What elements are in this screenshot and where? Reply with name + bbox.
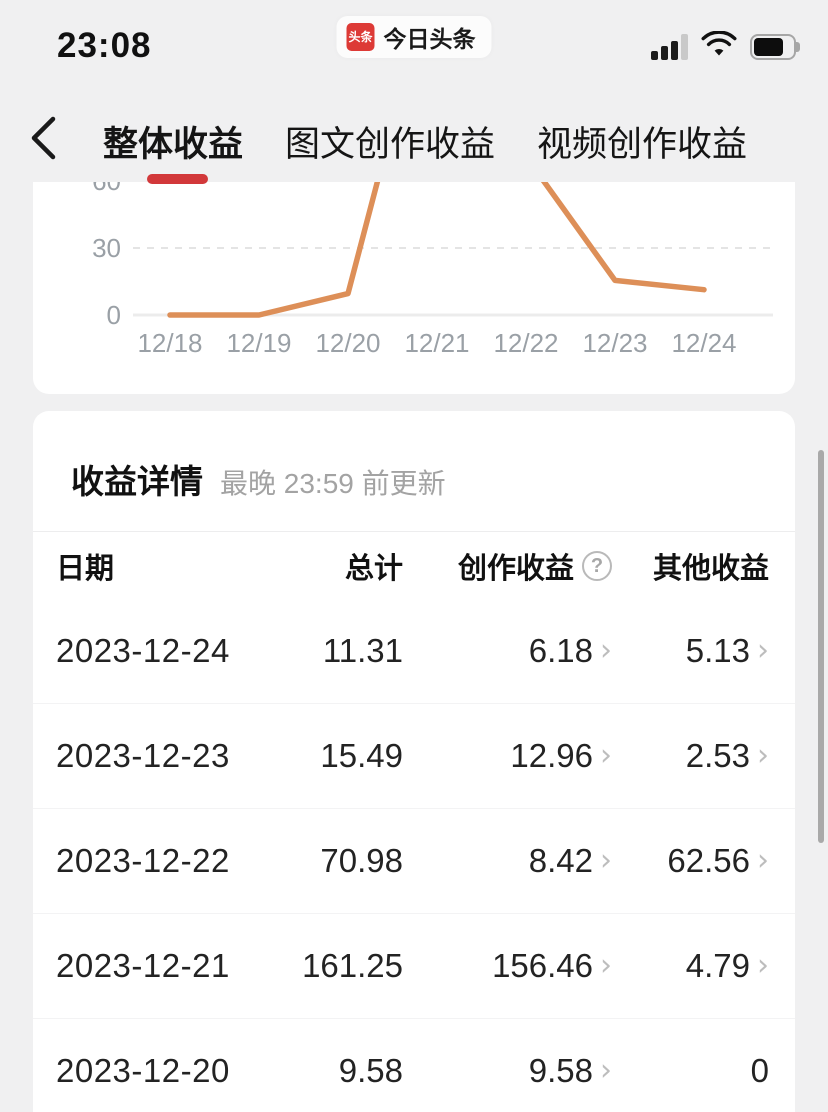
row-date: 2023-12-23 — [56, 737, 273, 775]
row-other-income[interactable]: 5.13 › — [612, 632, 769, 670]
row-other-income[interactable]: 62.56 › — [612, 842, 769, 880]
status-time: 23:08 — [57, 26, 152, 65]
back-button[interactable] — [28, 116, 68, 164]
row-creation-income-value: 9.58 — [528, 1052, 593, 1089]
status-icons — [651, 30, 800, 64]
tab-bar: 整体收益 图文创作收益 视频创作收益 — [103, 112, 747, 170]
wifi-icon — [701, 30, 737, 64]
x-axis-tick: 12/20 — [315, 328, 380, 358]
revenue-chart-card: 0 30 60 12/18 12/19 12/20 12/21 12/22 12/23 12/24 — [33, 182, 795, 394]
app-header: 23:08 头条 今日头条 整体收益 图文创作收益 视频创作收益 — [0, 0, 828, 184]
chevron-left-icon — [28, 115, 58, 166]
row-other-income[interactable]: 4.79 › — [612, 947, 769, 985]
signal-icon — [651, 34, 688, 60]
row-creation-income[interactable]: 6.18 › — [403, 632, 612, 670]
row-other-income-value: 4.79 — [685, 947, 750, 984]
row-creation-income[interactable]: 8.42 › — [403, 842, 612, 880]
table-row: 2023-12-20 9.58 9.58 › 0 — [33, 1019, 795, 1112]
row-creation-income[interactable]: 156.46 › — [403, 947, 612, 985]
table-row: 2023-12-22 70.98 8.42 › 62.56 › — [33, 809, 795, 914]
row-total-value: 15.49 — [320, 737, 403, 774]
row-other-income-value: 0 — [750, 1052, 769, 1089]
row-total-value: 70.98 — [320, 842, 403, 879]
row-creation-income[interactable]: 12.96 › — [403, 737, 612, 775]
row-creation-income-value: 8.42 — [528, 842, 593, 879]
details-update-note: 最晚 23:59 前更新 — [220, 468, 446, 499]
row-total: 70.98 — [273, 842, 403, 880]
chevron-right-icon: › — [757, 948, 769, 983]
row-other-income-value: 2.53 — [685, 737, 750, 774]
chevron-right-icon: › — [757, 843, 769, 878]
chevron-right-icon: › — [757, 738, 769, 773]
row-total: 11.31 — [273, 632, 403, 670]
row-creation-income[interactable]: 9.58 › — [403, 1052, 612, 1090]
row-total: 9.58 — [273, 1052, 403, 1090]
x-axis-tick: 12/18 — [137, 328, 202, 358]
column-header-date: 日期 — [56, 552, 115, 585]
table-row: 2023-12-21 161.25 156.46 › 4.79 › — [33, 914, 795, 1019]
chevron-right-icon: › — [757, 633, 769, 668]
y-axis-tick: 0 — [107, 300, 121, 330]
row-other-income[interactable]: 2.53 › — [612, 737, 769, 775]
tab-0-active[interactable]: 整体收益 — [103, 124, 244, 164]
row-creation-income-value: 6.18 — [528, 632, 593, 669]
app-name: 今日头条 — [383, 26, 476, 52]
scrollbar-thumb[interactable] — [818, 450, 824, 843]
tab-2[interactable]: 视频创作收益 — [537, 124, 748, 164]
row-creation-income-value: 12.96 — [510, 737, 593, 774]
chevron-right-icon: › — [600, 843, 612, 878]
y-axis-tick: 60 — [92, 182, 121, 196]
active-tab-underline — [147, 174, 208, 184]
row-total-value: 161.25 — [302, 947, 403, 984]
row-other-income: 0 — [612, 1052, 769, 1090]
row-date-value: 2023-12-22 — [56, 842, 230, 879]
details-title: 收益详情 — [71, 463, 203, 500]
x-axis-tick: 12/21 — [404, 328, 469, 358]
toutiao-logo-icon: 头条 — [346, 23, 375, 51]
row-date: 2023-12-24 — [56, 632, 273, 670]
row-date-value: 2023-12-20 — [56, 1052, 230, 1089]
app-badge-pill[interactable]: 头条 今日头条 — [336, 16, 492, 58]
x-axis-tick: 12/22 — [493, 328, 558, 358]
row-total: 161.25 — [273, 947, 403, 985]
table-body: 2023-12-24 11.31 6.18 › 5.13 › 2023-12-23 15.49… — [33, 599, 795, 1112]
row-total: 15.49 — [273, 737, 403, 775]
nav-bar: 整体收益 图文创作收益 视频创作收益 — [0, 112, 828, 170]
x-axis-tick: 12/24 — [671, 328, 736, 358]
row-creation-income-value: 156.46 — [492, 947, 593, 984]
chart-line-total-revenue — [167, 182, 707, 318]
chevron-right-icon: › — [600, 738, 612, 773]
row-other-income-value: 5.13 — [685, 632, 750, 669]
battery-icon — [750, 34, 800, 60]
help-question-icon[interactable]: ? — [582, 550, 612, 581]
chevron-right-icon: › — [600, 633, 612, 668]
row-date-value: 2023-12-21 — [56, 947, 230, 984]
tab-1[interactable]: 图文创作收益 — [285, 124, 496, 164]
chevron-right-icon: › — [600, 1053, 612, 1088]
column-header-creation: 创作收益 ? — [403, 545, 612, 587]
row-date: 2023-12-21 — [56, 947, 273, 985]
y-axis-tick: 30 — [92, 233, 121, 263]
row-date: 2023-12-22 — [56, 842, 273, 880]
revenue-line-chart[interactable]: 0 30 60 12/18 12/19 12/20 12/21 12/22 12/23 12/24 — [33, 182, 795, 394]
row-date: 2023-12-20 — [56, 1052, 273, 1090]
table-row: 2023-12-24 11.31 6.18 › 5.13 › — [33, 599, 795, 704]
table-header-row: 日期 总计 创作收益 ? 其他收益 — [33, 532, 795, 599]
column-header-other: 其他收益 — [652, 552, 769, 585]
x-axis-tick: 12/19 — [226, 328, 291, 358]
row-total-value: 11.31 — [322, 632, 403, 669]
chevron-right-icon: › — [600, 948, 612, 983]
divider — [33, 531, 795, 532]
row-other-income-value: 62.56 — [667, 842, 750, 879]
row-date-value: 2023-12-23 — [56, 737, 230, 774]
row-date-value: 2023-12-24 — [56, 632, 230, 669]
column-header-total: 总计 — [344, 552, 403, 585]
table-row: 2023-12-23 15.49 12.96 › 2.53 › — [33, 704, 795, 809]
row-total-value: 9.58 — [338, 1052, 403, 1089]
revenue-details-card: 收益详情 最晚 23:59 前更新 日期 总计 创作收益 ? 其他收益 2023… — [33, 411, 795, 1112]
x-axis-tick: 12/23 — [582, 328, 647, 358]
